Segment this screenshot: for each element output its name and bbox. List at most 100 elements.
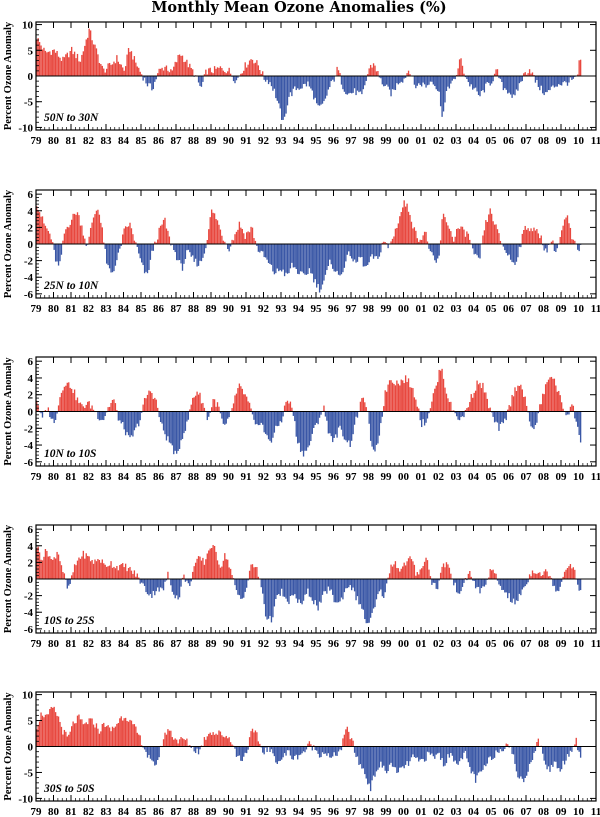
monthly-bar <box>514 387 516 412</box>
monthly-bar <box>383 579 385 598</box>
monthly-bar <box>505 411 507 421</box>
monthly-bar <box>566 746 569 755</box>
monthly-bar <box>464 236 467 244</box>
bars <box>36 368 582 457</box>
monthly-bar <box>488 408 490 412</box>
x-tick-label: 11 <box>591 471 600 483</box>
monthly-bar <box>340 746 343 751</box>
monthly-bar <box>263 579 265 605</box>
x-tick-label: 79 <box>31 135 43 147</box>
monthly-bar <box>337 746 340 752</box>
monthly-bar <box>257 244 260 252</box>
monthly-bar <box>404 206 407 244</box>
monthly-bar <box>365 407 367 412</box>
x-tick-label: 09 <box>556 303 568 315</box>
x-tick-label: 80 <box>48 135 60 147</box>
monthly-bar <box>111 567 114 579</box>
monthly-bar <box>228 411 230 418</box>
monthly-bar <box>483 392 486 412</box>
monthly-bar <box>536 573 538 579</box>
monthly-bar <box>578 746 580 752</box>
monthly-bar <box>62 572 64 579</box>
monthly-bar <box>351 738 353 747</box>
monthly-bar <box>416 238 418 244</box>
monthly-bar <box>454 76 456 80</box>
monthly-bar <box>40 712 42 747</box>
x-tick-label: 93 <box>276 638 288 650</box>
monthly-bar <box>254 730 257 747</box>
monthly-bar <box>486 76 488 83</box>
monthly-bar <box>196 746 198 749</box>
monthly-bar <box>62 390 64 412</box>
monthly-bar <box>559 395 561 412</box>
monthly-bar <box>221 68 223 76</box>
x-tick-label: 97 <box>346 806 358 817</box>
monthly-bar <box>489 407 491 412</box>
monthly-bar <box>276 76 278 101</box>
monthly-bar <box>340 244 343 275</box>
monthly-bar <box>526 74 528 76</box>
monthly-bar <box>318 746 321 758</box>
monthly-bar <box>205 244 207 249</box>
monthly-bar <box>307 244 309 275</box>
monthly-bar <box>73 723 76 747</box>
monthly-bar <box>523 396 525 412</box>
monthly-bar <box>52 242 54 244</box>
y-tick-label: -5 <box>24 97 34 109</box>
monthly-bar <box>332 244 334 269</box>
x-tick-label: 85 <box>136 806 148 817</box>
monthly-bar <box>454 236 456 244</box>
monthly-bar <box>180 244 182 264</box>
monthly-bar <box>437 382 439 412</box>
monthly-bar <box>54 244 57 262</box>
monthly-bar <box>193 244 195 262</box>
monthly-bar <box>457 579 459 594</box>
y-tick-label: -5 <box>24 767 34 779</box>
monthly-bar <box>282 76 284 120</box>
monthly-bar <box>579 746 582 758</box>
monthly-bar <box>130 411 133 436</box>
monthly-bar <box>154 76 156 82</box>
monthly-bar <box>286 400 289 412</box>
monthly-bar <box>406 746 408 762</box>
monthly-bar <box>211 548 213 579</box>
monthly-bar <box>82 724 85 747</box>
monthly-bar <box>49 51 51 76</box>
monthly-bar <box>216 402 219 412</box>
monthly-bar <box>317 579 319 611</box>
monthly-bar <box>129 222 131 244</box>
monthly-bar <box>399 571 401 579</box>
monthly-bar <box>155 76 157 80</box>
monthly-bar <box>116 410 118 412</box>
monthly-bar <box>454 579 456 583</box>
monthly-bar <box>240 386 242 412</box>
monthly-bar <box>574 569 576 579</box>
monthly-bar <box>283 579 286 597</box>
monthly-bar <box>234 746 236 749</box>
monthly-bar <box>435 76 437 90</box>
monthly-bar <box>404 375 407 412</box>
monthly-bar <box>231 408 233 412</box>
monthly-bar <box>262 411 264 425</box>
monthly-bar <box>85 404 87 412</box>
monthly-bar <box>482 746 484 770</box>
monthly-bar <box>493 573 496 579</box>
monthly-bar <box>257 65 260 76</box>
monthly-bar <box>79 225 82 244</box>
x-tick-label: 85 <box>136 135 148 147</box>
x-tick-label: 94 <box>293 303 305 315</box>
monthly-bar <box>482 76 484 91</box>
monthly-bar <box>356 244 359 262</box>
monthly-bar <box>174 244 176 253</box>
monthly-bar <box>540 235 542 244</box>
monthly-bar <box>243 233 245 244</box>
monthly-bar <box>463 579 465 583</box>
x-tick-label: 97 <box>346 638 358 650</box>
monthly-bar <box>95 48 98 76</box>
monthly-bar <box>190 579 192 582</box>
monthly-bar <box>260 411 262 423</box>
monthly-bar <box>257 411 260 426</box>
monthly-bar <box>177 579 179 600</box>
monthly-bar <box>206 411 208 421</box>
monthly-bar <box>279 411 281 422</box>
